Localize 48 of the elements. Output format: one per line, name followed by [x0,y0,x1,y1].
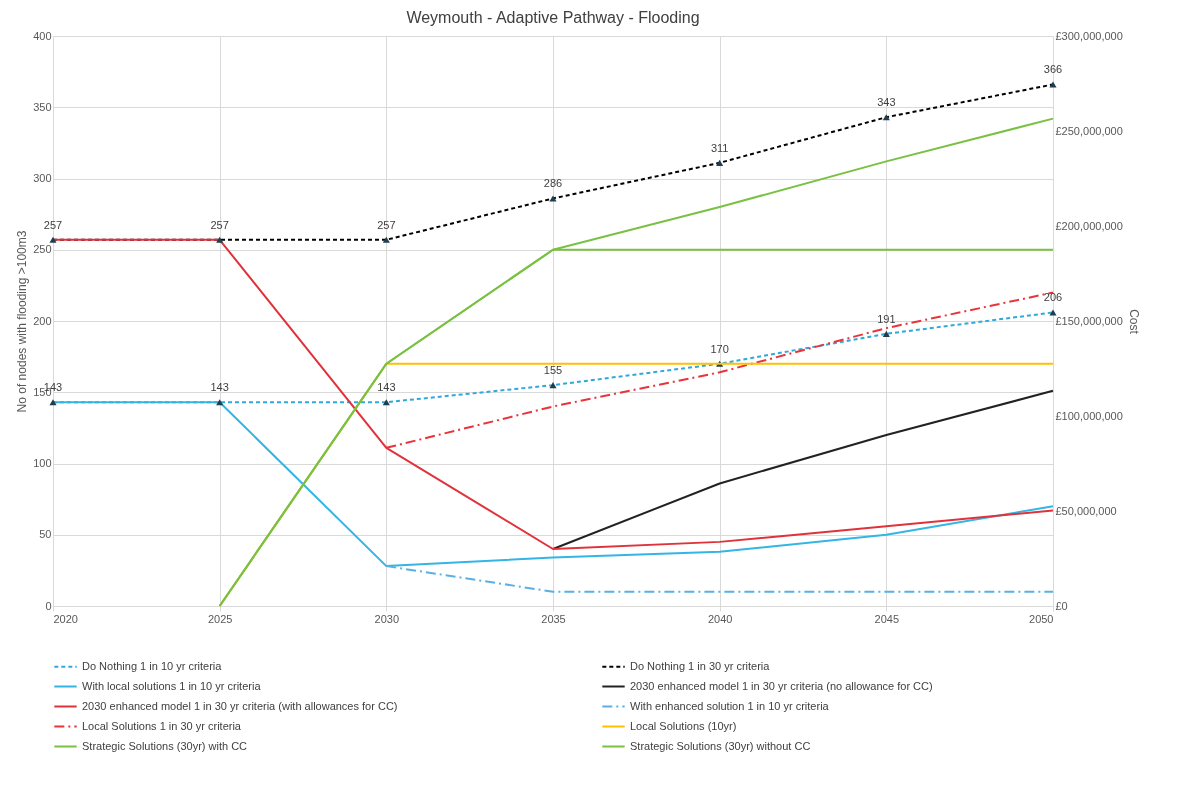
data-label: 206 [1043,291,1063,304]
y-tick-label: 350 [33,100,52,113]
legend-label: With enhanced solution 1 in 10 yr criteria [630,699,830,712]
y-tick-label: 0 [45,599,52,612]
x-tick-label: 2050 [1029,612,1054,625]
x-tick-label: 2045 [874,612,900,625]
data-label: 143 [377,381,396,394]
data-label: 366 [1043,63,1063,76]
chart-title: Weymouth - Adaptive Pathway - Flooding [406,9,700,26]
x-tick-label: 2020 [53,612,78,625]
data-label: 155 [543,364,563,377]
x-tick-label: 2025 [207,612,233,625]
legend-label: 2030 enhanced model 1 in 30 yr criteria (no allowance for CC) [630,679,933,692]
legend-label: Do Nothing 1 in 30 yr criteria [630,659,771,672]
y-tick-label: 400 [33,29,52,42]
data-label: 257 [377,218,396,231]
x-tick-label: 2030 [374,612,400,625]
data-label: 311 [710,141,729,154]
y2-tick-label: £250,000,000 [1055,124,1123,137]
y-tick-label: 300 [33,172,52,184]
data-label: 170 [710,342,729,355]
y2-tick-label: £150,000,000 [1055,314,1123,327]
data-label: 191 [877,312,896,325]
y-tick-label: 250 [33,243,52,256]
y-tick-label: 50 [39,528,52,541]
legend-label: Strategic Solutions (30yr) without CC [630,739,811,752]
data-label: 143 [210,381,229,394]
y2-tick-label: £200,000,000 [1055,219,1123,232]
x-tick-label: 2035 [541,612,566,625]
y-axis-title: No of nodes with flooding >100m3 [15,230,30,413]
y2-tick-label: £50,000,000 [1055,504,1117,517]
legend-label: Do Nothing 1 in 10 yr criteria [82,659,223,672]
data-label: 343 [877,96,896,109]
legend-label: 2030 enhanced model 1 in 30 yr criteria (with allowances for CC) [82,699,398,712]
y-tick-label: 100 [33,457,52,469]
y2-tick-label: £0 [1055,599,1068,612]
data-label: 257 [210,218,229,231]
y2-tick-label: £100,000,000 [1055,409,1123,422]
legend-label: Local Solutions 1 in 30 yr criteria [82,719,242,732]
legend-label: With local solutions 1 in 10 yr criteria [82,679,262,692]
y-tick-label: 200 [33,314,52,327]
y2-axis-title: Cost [1126,309,1141,335]
legend-label: Local Solutions (10yr) [630,719,737,732]
y2-tick-label: £300,000,000 [1055,29,1123,42]
data-label: 286 [543,177,563,190]
data-label: 257 [43,218,63,231]
legend-label: Strategic Solutions (30yr) with CC [82,739,248,752]
x-tick-label: 2040 [707,612,733,625]
